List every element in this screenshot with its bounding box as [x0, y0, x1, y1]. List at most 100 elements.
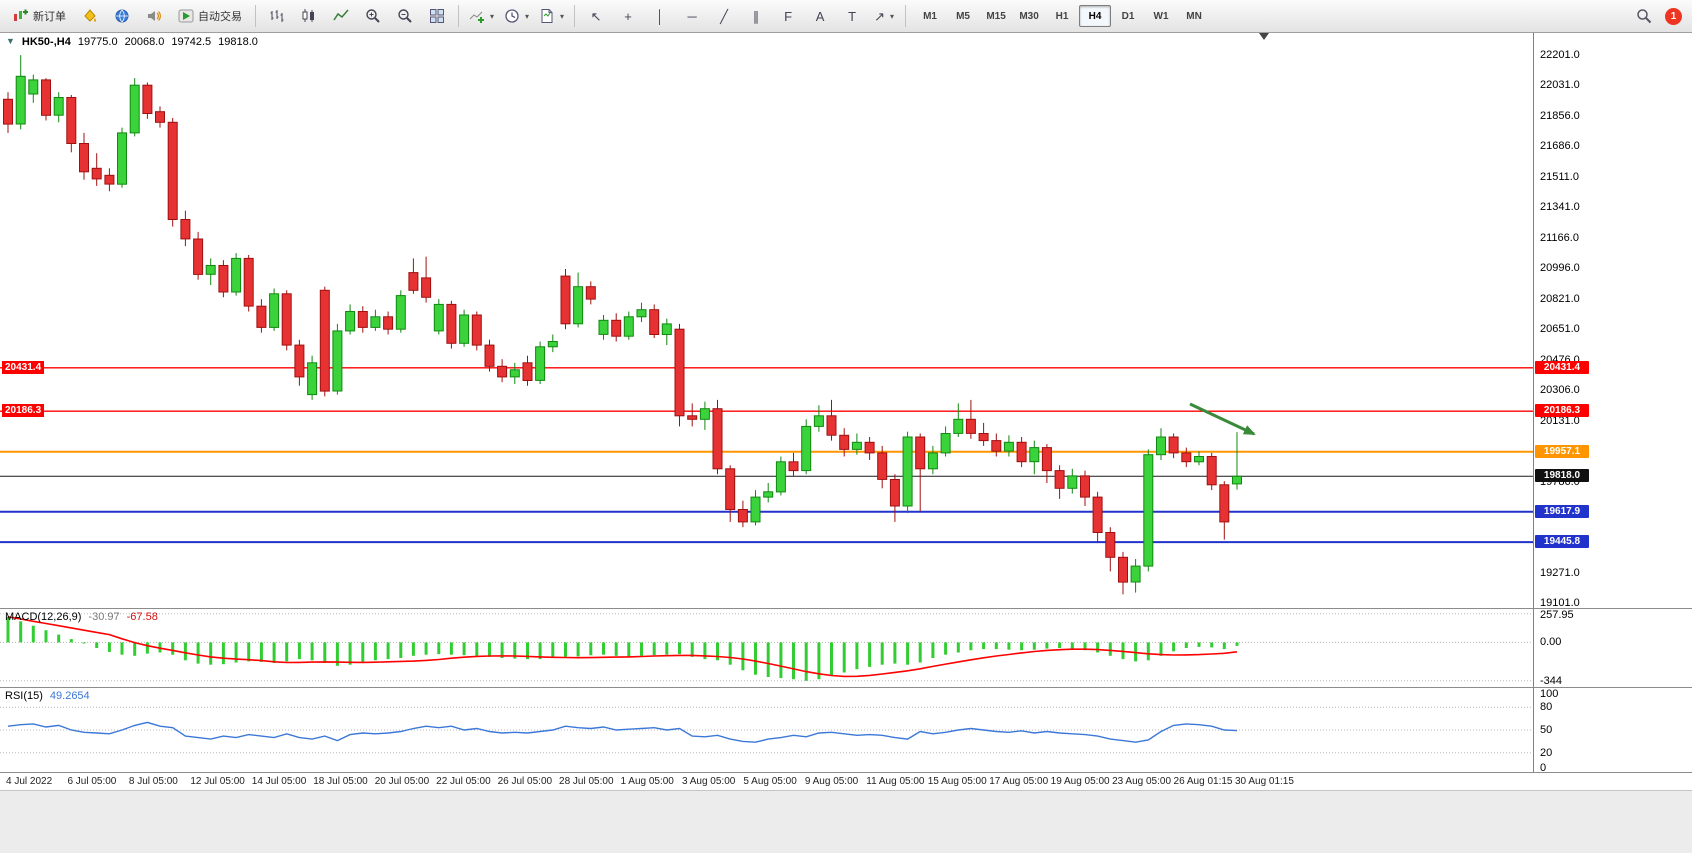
- rsi-value: 49.2654: [49, 690, 90, 702]
- cursor-button[interactable]: ↖: [581, 4, 611, 28]
- price-tick: 20131.0: [1540, 414, 1580, 427]
- candle-body: [1130, 565, 1141, 583]
- autotrading-button[interactable]: 自动交易: [171, 4, 249, 28]
- candle-body: [281, 293, 292, 346]
- candle-body: [15, 75, 26, 125]
- chart-shift-marker[interactable]: [1259, 33, 1269, 40]
- timeframe-w1[interactable]: W1: [1153, 10, 1169, 22]
- zoom-in-button[interactable]: [358, 4, 388, 28]
- timeframe-mn[interactable]: MN: [1186, 10, 1202, 22]
- candle-body: [1016, 441, 1027, 463]
- text-button[interactable]: A: [805, 4, 835, 28]
- candle-body: [699, 408, 710, 420]
- fibonacci-button[interactable]: F: [773, 4, 803, 28]
- price-chart-pane[interactable]: ▼ HK50-,H4 19775.0 20068.0 19742.5 19818…: [0, 33, 1533, 608]
- print-button[interactable]: [107, 4, 137, 28]
- timeframe-m30[interactable]: M30: [1019, 10, 1039, 22]
- tile-windows-button[interactable]: [422, 4, 452, 28]
- notification-badge[interactable]: 1: [1665, 7, 1682, 25]
- dropdown-caret-icon: ▾: [525, 11, 530, 21]
- macd-axis[interactable]: 257.95 0.00 -344: [1533, 608, 1692, 687]
- candlestick-chart-icon: [302, 9, 314, 22]
- price-tick: 19101.0: [1540, 597, 1580, 610]
- timeframe-m1[interactable]: M1: [923, 10, 937, 22]
- candle-body: [41, 79, 51, 116]
- search-icon: [1637, 9, 1652, 24]
- styler-button[interactable]: [75, 4, 105, 28]
- crosshair-button[interactable]: +: [613, 4, 643, 28]
- price-badge: 19957.1: [1535, 444, 1589, 458]
- rsi-axis-label: 50: [1540, 724, 1553, 736]
- toolbar-separator: [458, 5, 459, 27]
- search-button[interactable]: [1629, 4, 1659, 28]
- candle-body: [636, 309, 647, 318]
- templates-button[interactable]: ▾: [535, 4, 568, 28]
- timeframe-d1[interactable]: D1: [1121, 10, 1135, 22]
- candle-body: [421, 277, 432, 298]
- horizontal-line-icon: ─: [687, 8, 697, 24]
- toolbar-separator: [905, 5, 907, 27]
- macd-pane[interactable]: MACD(12,26,9) -30.97 -67.58: [0, 608, 1533, 687]
- rsi-line: [7, 721, 1238, 743]
- zoom-in-icon: [366, 9, 380, 23]
- annotation-arrow[interactable]: [1189, 402, 1256, 436]
- indicators-button[interactable]: ▾: [465, 4, 498, 28]
- rsi-name: RSI(15): [5, 690, 43, 702]
- candle-body: [877, 452, 888, 480]
- price-badge: 20431.4: [1535, 360, 1589, 374]
- candle-body: [484, 344, 495, 367]
- candle-body: [953, 418, 964, 434]
- main-toolbar: 新订单 自动交易: [0, 0, 1692, 33]
- new-order-button[interactable]: 新订单: [6, 4, 73, 28]
- candle-body: [3, 98, 13, 125]
- bar-chart-button[interactable]: [262, 4, 292, 28]
- candle-body: [471, 314, 482, 346]
- equidistant-channel-button[interactable]: ∥: [741, 4, 771, 28]
- fibonacci-icon: F: [784, 8, 793, 24]
- price-tick: 21341.0: [1540, 200, 1580, 213]
- alerts-button[interactable]: [139, 4, 169, 28]
- time-axis[interactable]: 4 Jul 2022 6 Jul 05:00 8 Jul 05:00 12 Jul 0…: [0, 772, 1692, 790]
- zoom-out-button[interactable]: [390, 4, 420, 28]
- time-axis-label: 26 Aug 01:15: [1173, 776, 1233, 787]
- line-chart-button[interactable]: [326, 4, 356, 28]
- candle-body: [991, 440, 1002, 452]
- rsi-pane[interactable]: RSI(15) 49.2654: [0, 687, 1533, 773]
- price-axis[interactable]: 22201.0 22031.0 21856.0 21686.0 21511.0 21341…: [1533, 33, 1692, 610]
- trendline-button[interactable]: ╱: [709, 4, 739, 28]
- candle-body: [560, 275, 571, 325]
- candle-body: [889, 479, 900, 507]
- candlestick-chart-button[interactable]: [294, 4, 324, 28]
- candle-body: [851, 441, 862, 450]
- timeframe-h4[interactable]: H4: [1079, 5, 1112, 27]
- trendline-icon: ╱: [720, 8, 728, 24]
- text-label-button[interactable]: T: [837, 4, 867, 28]
- timeframe-m15[interactable]: M15: [986, 10, 1006, 22]
- candle-body: [28, 79, 39, 95]
- macd-axis-label: 0.00: [1540, 636, 1562, 649]
- vertical-line-button[interactable]: │: [645, 4, 675, 28]
- candle-body: [1118, 556, 1128, 583]
- time-axis-label: 6 Jul 05:00: [67, 776, 117, 787]
- candle-body: [357, 311, 368, 328]
- autotrading-icon: [178, 9, 194, 23]
- candle-body: [649, 309, 660, 336]
- clock-icon: [505, 9, 519, 23]
- price-tick: 22201.0: [1540, 48, 1580, 61]
- candle-body: [370, 316, 381, 328]
- time-axis-label: 3 Aug 05:00: [681, 776, 736, 787]
- one-click-trading-toggle[interactable]: ▼: [6, 36, 15, 46]
- price-tick: 20651.0: [1540, 322, 1580, 335]
- candle-body: [459, 314, 470, 344]
- price-chart-canvas: [0, 55, 1533, 595]
- periods-button[interactable]: ▾: [500, 4, 533, 28]
- line-tools-toolbar: ↖ + │ ─ ╱ ∥ F A T ↗ ▾: [581, 4, 899, 28]
- rsi-axis[interactable]: 100 80 50 20 0: [1533, 687, 1692, 774]
- arrows-button[interactable]: ↗ ▾: [869, 4, 899, 28]
- timeframe-toolbar: M1 M5 M15 M30 H1 H4 D1 W1 MN: [914, 5, 1210, 27]
- timeframe-m5[interactable]: M5: [956, 10, 970, 22]
- candle-body: [864, 441, 875, 454]
- timeframe-h1[interactable]: H1: [1055, 10, 1069, 22]
- candle-body: [332, 330, 343, 392]
- horizontal-line-button[interactable]: ─: [677, 4, 707, 28]
